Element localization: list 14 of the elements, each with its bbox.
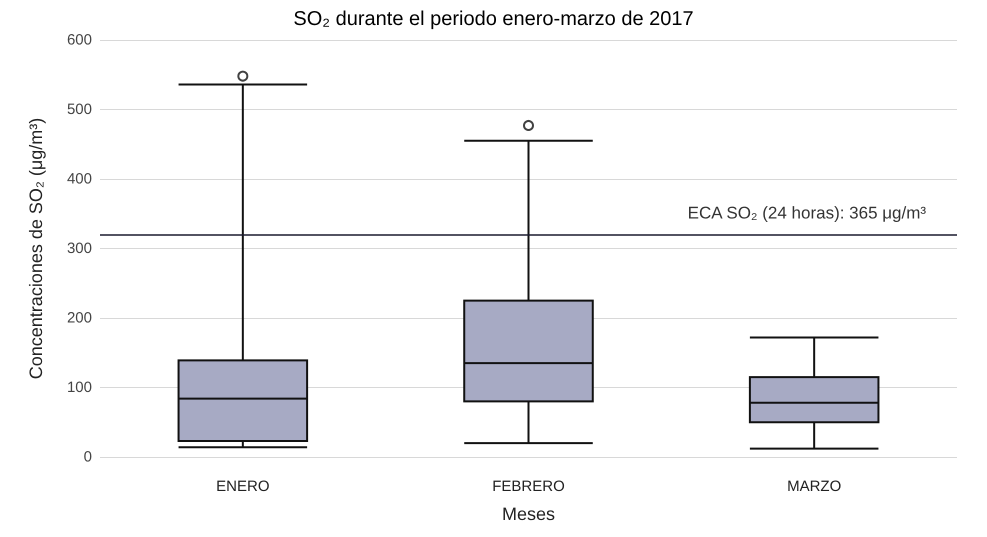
x-tick-label: MARZO	[787, 478, 842, 495]
y-axis-title: Concentraciones de SO₂ (μg/m³)	[26, 118, 46, 380]
y-tick-label: 400	[66, 170, 92, 188]
y-tick-label: 100	[66, 379, 92, 396]
chart-title: SO₂ durante el periodo enero-marzo de 2017	[293, 8, 694, 30]
y-tick-label: 200	[66, 310, 92, 326]
x-tick-label: FEBRERO	[492, 478, 565, 495]
x-axis-title: Meses	[502, 504, 556, 524]
y-tick-label: 600	[66, 32, 92, 48]
y-tick-label: 300	[66, 240, 92, 257]
annotation: ECA SO₂ (24 horas): 365 μg/m³	[688, 204, 926, 223]
y-tick-label: 500	[66, 101, 92, 118]
x-tick-label: ENERO	[216, 478, 270, 495]
y-tick-label: 0	[84, 448, 92, 466]
